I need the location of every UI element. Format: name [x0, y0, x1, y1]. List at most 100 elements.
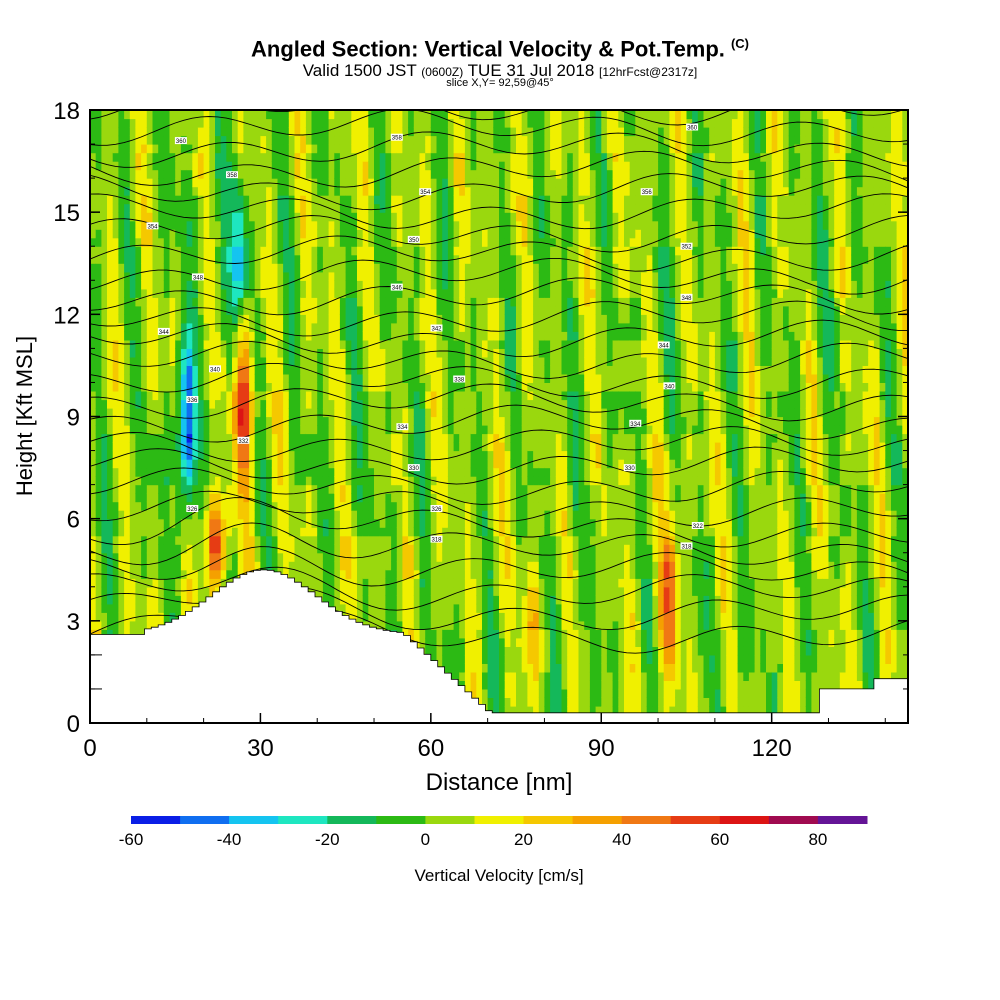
- velocity-cell: [368, 620, 375, 630]
- velocity-cell: [464, 391, 472, 401]
- velocity-cell: [146, 450, 154, 460]
- velocity-cell: [442, 425, 449, 435]
- velocity-cell: [317, 118, 324, 128]
- velocity-cell: [237, 373, 244, 383]
- velocity-cell: [294, 288, 301, 298]
- velocity-cell: [288, 297, 296, 307]
- velocity-cell: [112, 135, 119, 145]
- velocity-cell: [180, 322, 188, 332]
- velocity-cell: [277, 280, 284, 290]
- velocity-cell: [146, 459, 154, 469]
- velocity-cell: [266, 212, 273, 222]
- velocity-cell: [95, 246, 102, 256]
- velocity-cell: [328, 288, 335, 298]
- velocity-cell: [357, 110, 364, 120]
- velocity-cell: [90, 425, 97, 435]
- velocity-cell: [271, 263, 279, 273]
- velocity-cell: [192, 476, 199, 486]
- velocity-cell: [135, 135, 142, 145]
- velocity-cell: [118, 569, 125, 579]
- velocity-cell: [186, 552, 193, 562]
- velocity-cell: [141, 544, 148, 554]
- velocity-cell: [141, 569, 148, 579]
- velocity-cell: [300, 501, 307, 511]
- velocity-cell: [470, 254, 477, 264]
- velocity-cell: [368, 595, 375, 605]
- velocity-cell: [408, 373, 415, 383]
- velocity-cell: [402, 484, 409, 494]
- velocity-cell: [237, 391, 244, 401]
- velocity-cell: [175, 484, 182, 494]
- velocity-cell: [226, 450, 233, 460]
- velocity-cell: [305, 152, 313, 162]
- velocity-cell: [107, 569, 114, 579]
- velocity-cell: [209, 152, 216, 162]
- velocity-cell: [277, 382, 284, 392]
- velocity-cell: [391, 263, 398, 273]
- velocity-cell: [317, 433, 324, 443]
- velocity-cell: [362, 271, 369, 281]
- velocity-cell: [430, 373, 438, 383]
- velocity-cell: [209, 220, 216, 230]
- velocity-cell: [232, 484, 239, 494]
- velocity-cell: [436, 433, 443, 443]
- velocity-cell: [408, 288, 415, 298]
- velocity-cell: [345, 476, 352, 486]
- velocity-cell: [396, 510, 404, 520]
- velocity-cell: [413, 484, 421, 494]
- velocity-cell: [357, 399, 364, 409]
- velocity-cell: [442, 203, 449, 213]
- velocity-cell: [334, 552, 341, 562]
- velocity-cell: [197, 203, 205, 213]
- velocity-cell: [192, 203, 199, 213]
- velocity-cell: [379, 110, 386, 120]
- velocity-cell: [129, 493, 137, 503]
- velocity-cell: [305, 459, 313, 469]
- velocity-cell: [186, 127, 193, 137]
- velocity-cell: [385, 476, 392, 486]
- velocity-cell: [197, 152, 205, 162]
- velocity-cell: [453, 220, 460, 230]
- velocity-cell: [447, 501, 455, 511]
- velocity-cell: [317, 510, 324, 520]
- velocity-cell: [294, 263, 301, 273]
- velocity-cell: [339, 203, 347, 213]
- velocity-cell: [146, 595, 154, 605]
- velocity-cell: [129, 416, 137, 426]
- velocity-cell: [220, 263, 227, 273]
- velocity-cell: [476, 663, 483, 673]
- velocity-cell: [317, 203, 324, 213]
- velocity-cell: [192, 518, 199, 528]
- velocity-cell: [186, 450, 193, 460]
- velocity-cell: [232, 144, 239, 154]
- velocity-cell: [288, 544, 296, 554]
- velocity-cell: [237, 501, 244, 511]
- velocity-cell: [357, 433, 364, 443]
- velocity-cell: [152, 433, 159, 443]
- velocity-cell: [124, 118, 131, 128]
- velocity-cell: [209, 118, 216, 128]
- velocity-cell: [260, 501, 267, 511]
- velocity-cell: [328, 237, 335, 247]
- velocity-cell: [328, 305, 335, 315]
- velocity-cell: [459, 229, 466, 239]
- velocity-cell: [192, 263, 199, 273]
- velocity-cell: [442, 629, 449, 639]
- velocity-cell: [294, 484, 301, 494]
- velocity-cell: [362, 603, 369, 613]
- velocity-cell: [129, 518, 137, 528]
- velocity-cell: [391, 195, 398, 205]
- velocity-cell: [152, 552, 159, 562]
- velocity-cell: [209, 476, 216, 486]
- velocity-cell: [464, 271, 472, 281]
- velocity-cell: [402, 161, 409, 171]
- velocity-cell: [146, 382, 154, 392]
- velocity-cell: [374, 493, 381, 503]
- velocity-cell: [124, 348, 131, 358]
- velocity-cell: [482, 688, 489, 698]
- velocity-cell: [180, 127, 188, 137]
- velocity-cell: [464, 544, 472, 554]
- velocity-cell: [180, 586, 188, 596]
- velocity-cell: [311, 127, 318, 137]
- velocity-cell: [124, 620, 131, 630]
